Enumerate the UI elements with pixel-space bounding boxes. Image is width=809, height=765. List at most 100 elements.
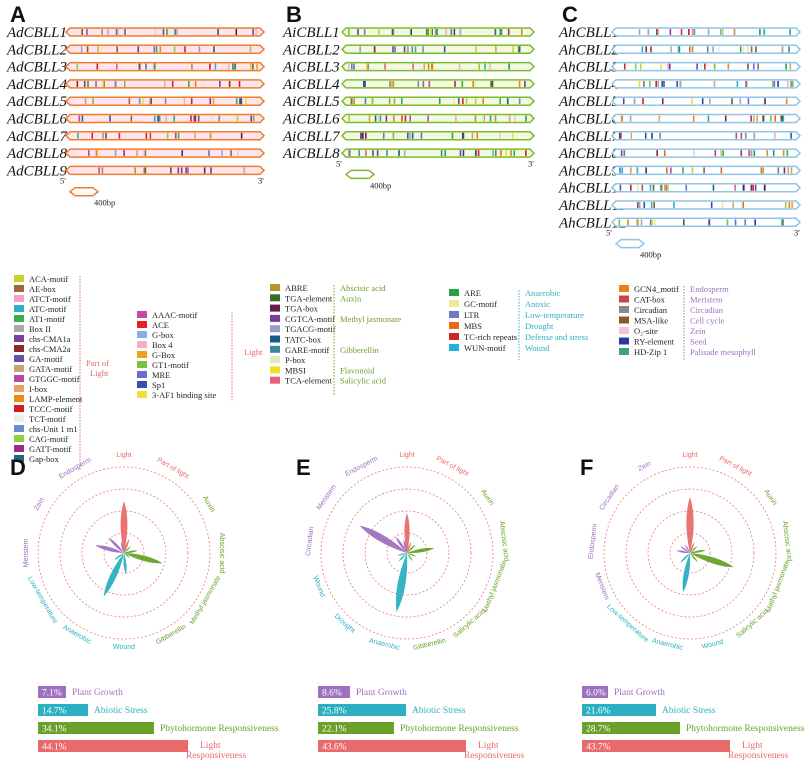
motif-mark — [191, 63, 193, 70]
motif-mark — [669, 46, 672, 53]
motif-mark — [194, 132, 196, 139]
motif-7-label: chs-CMA2a — [29, 344, 71, 354]
motif-mark — [84, 98, 87, 105]
motif-mark — [348, 115, 350, 122]
motif-mark — [114, 80, 117, 87]
motif-mark — [353, 98, 355, 105]
motif-g-2-swatch — [619, 306, 629, 313]
category-h-9: Salicylic acid — [340, 376, 387, 386]
motif-mark — [348, 150, 351, 157]
motif-mark — [520, 29, 523, 35]
motif-mark — [185, 167, 187, 174]
motif-mark — [688, 29, 690, 35]
motif-mark — [784, 202, 787, 208]
motif-h-2-swatch — [270, 304, 280, 312]
motif-g-3-label: MSA-like — [634, 316, 668, 326]
motif-mark — [155, 46, 158, 53]
motif-mark — [636, 202, 639, 208]
bar-label-light-2: Responsiveness — [728, 751, 788, 761]
motif-mark — [654, 219, 656, 226]
motif-mark — [510, 150, 512, 157]
motif-mark — [780, 219, 783, 226]
motif-mark — [144, 167, 147, 174]
motif-mark — [364, 98, 367, 105]
motif-mark — [116, 46, 118, 53]
motif-13-swatch — [14, 405, 24, 412]
rose-petal-5 — [690, 553, 698, 563]
motif-mark — [623, 63, 626, 70]
motif-mark — [680, 29, 683, 35]
motif-h-8-swatch — [270, 366, 280, 374]
gene-name-AdCBLL7: AdCBLL7 — [6, 129, 69, 145]
bar-pct-stress: 21.6% — [586, 707, 611, 717]
motif-mark — [455, 115, 457, 122]
motif-mark — [507, 29, 510, 35]
motif-h-3-label: CGTCA-motif — [285, 314, 335, 324]
bar-pct-growth: 8.6% — [322, 689, 342, 699]
bar-pct-stress: 25.8% — [322, 707, 347, 717]
motif-mark — [97, 46, 99, 53]
motif-mark — [378, 29, 380, 35]
category-g-5: Seed — [690, 337, 707, 347]
motif-mark — [777, 80, 779, 87]
motif-mark — [378, 115, 380, 122]
motif-mark — [621, 167, 624, 174]
category-s-2: Low-temperature — [525, 310, 584, 320]
gene-bar-AiCBLL8 — [340, 148, 536, 158]
motif-mark — [358, 150, 361, 157]
rose-petal-0 — [404, 513, 410, 553]
motif-mark — [249, 46, 252, 53]
gene-name-AiCBLL4: AiCBLL4 — [282, 77, 340, 93]
motif-mark — [256, 63, 258, 70]
motif-mark — [417, 80, 420, 87]
category-s-0: Anaerobic — [525, 288, 561, 298]
motif-mark — [676, 80, 678, 87]
motif-mark — [454, 80, 456, 87]
motif-mark — [427, 115, 429, 122]
motif-mark — [627, 219, 629, 226]
category-s-3: Drought — [525, 321, 554, 331]
motif-1-label: AE-box — [29, 284, 57, 294]
motif-mark — [517, 46, 520, 53]
motif-mark — [660, 184, 662, 191]
motif-mark — [787, 80, 789, 87]
motif-mark — [471, 132, 474, 139]
motif-g-5-label: RY-element — [634, 337, 675, 347]
motif-s-4-swatch — [449, 333, 459, 340]
motif-mark — [712, 46, 714, 53]
motif-mark — [777, 167, 780, 174]
gene-name-AiCBLL2: AiCBLL2 — [282, 42, 340, 58]
rose-petal-6 — [123, 553, 127, 575]
motif-mark — [414, 46, 417, 53]
motif-mark — [143, 167, 146, 174]
motif-mark — [197, 115, 200, 122]
motif-mark — [677, 46, 680, 53]
motif-mark — [718, 46, 720, 53]
motif-mark — [138, 63, 141, 70]
motif-mark — [692, 115, 695, 122]
motif-mark — [450, 29, 453, 35]
motif-mark — [633, 98, 636, 105]
motif-mark — [518, 80, 521, 87]
motif-mark — [240, 132, 243, 139]
rose-category-label: Meristem — [593, 572, 610, 602]
motif-mark — [252, 115, 255, 122]
motif-mark — [410, 29, 413, 35]
motif-mark — [785, 98, 788, 105]
motif-mark — [788, 46, 790, 53]
motif-mark — [661, 80, 663, 87]
motif-mark — [365, 132, 367, 139]
motif-mark — [422, 46, 424, 53]
motif-mark — [750, 115, 752, 122]
bar-hormone — [582, 722, 680, 734]
motif-1-swatch — [14, 285, 24, 292]
motif-mark — [693, 150, 695, 157]
motif-mark — [712, 184, 715, 191]
motif-l2-7-label: Sp1 — [152, 380, 165, 390]
motif-mark — [211, 115, 214, 122]
motif-mark — [440, 150, 443, 157]
motif-mark — [789, 29, 791, 35]
rose-petal-10 — [395, 536, 407, 553]
motif-mark — [618, 219, 621, 226]
gene-name-AdCBLL2: AdCBLL2 — [6, 42, 68, 58]
